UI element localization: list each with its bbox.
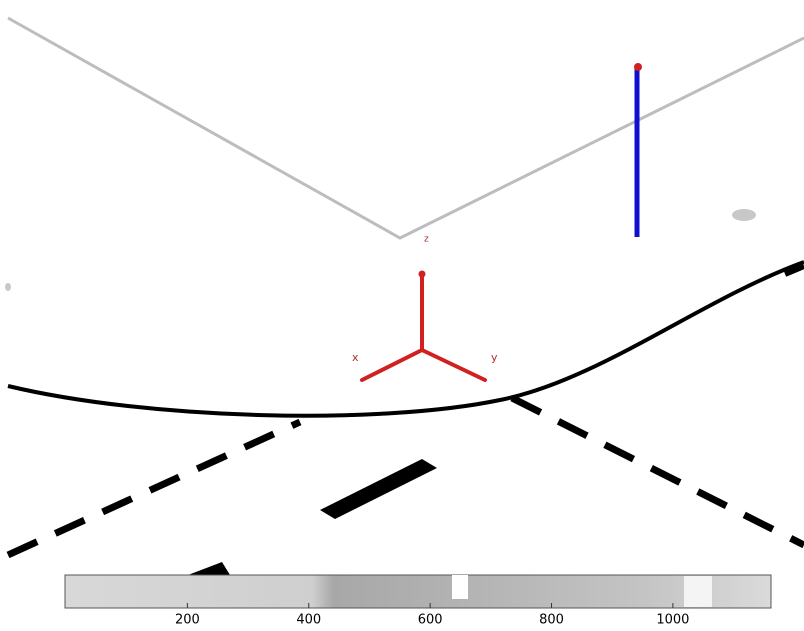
strip-patch [684,576,712,607]
road-curve [8,262,804,416]
gray-blob [732,209,756,221]
axis-triad [362,274,485,380]
x-tick-label: 800 [539,613,564,628]
gray-blob [5,283,11,291]
y-axis-label: y [491,351,498,364]
image-strip [65,575,771,608]
dashed-lane [8,422,300,555]
dashed-lane [512,398,804,545]
strip-patch [452,575,468,599]
x-axis-label: x [352,351,359,364]
x-tick-label: 1000 [656,613,689,628]
ground-outline [8,18,804,238]
pole-tip [634,63,642,71]
triad-tip [419,271,426,278]
x-tick-label: 400 [296,613,321,628]
z-label-small: z [424,235,429,245]
scene-view: z x y 200 400 600 800 1000 [0,0,804,631]
road-marking [188,562,230,575]
x-tick-label: 200 [175,613,200,628]
road-marking [320,459,437,519]
x-tick-label: 600 [418,613,443,628]
